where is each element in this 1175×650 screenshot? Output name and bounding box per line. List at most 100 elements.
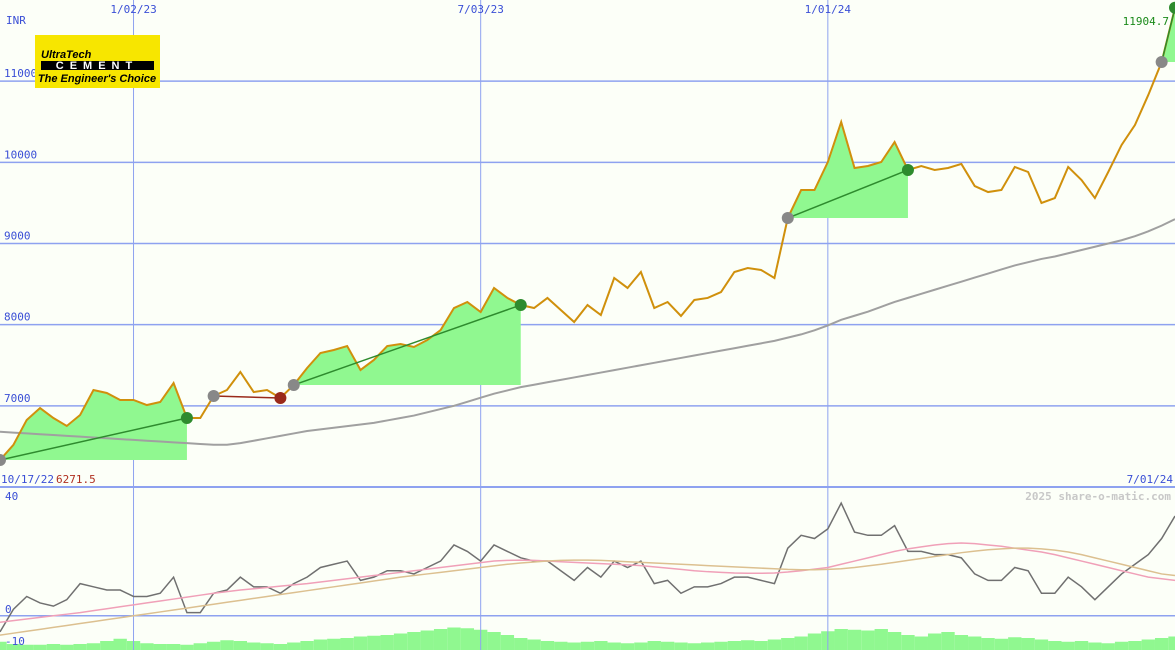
- unit-label: INR: [6, 14, 26, 27]
- volume-bar: [380, 635, 394, 650]
- watermark: 2025 share-o-matic.com: [1025, 490, 1171, 503]
- series-line: [0, 218, 1175, 446]
- volume-bar: [1008, 637, 1022, 650]
- volume-bar: [33, 644, 47, 650]
- volume-bar: [580, 641, 595, 650]
- volume-bar: [1034, 639, 1049, 650]
- y-tick-label: 40: [5, 490, 18, 503]
- volume-bar: [1114, 641, 1129, 650]
- volume-bar: [153, 644, 167, 650]
- series-line: [0, 7, 1175, 461]
- signal-end: [274, 391, 287, 404]
- volume-bar: [834, 629, 848, 650]
- signal-line: [293, 304, 521, 386]
- volume-bar: [340, 638, 354, 650]
- volume-bar: [594, 641, 608, 650]
- volume-bar: [20, 644, 34, 650]
- logo-name: UltraTech: [41, 49, 92, 61]
- volume-bar: [180, 644, 194, 650]
- x-tick-label: 1/02/23: [110, 3, 156, 16]
- volume-bar: [901, 635, 915, 650]
- signal-line: [0, 417, 188, 461]
- y-tick-label: 8000: [4, 311, 31, 324]
- volume-bar: [300, 641, 314, 650]
- signal-line: [1160, 7, 1175, 63]
- volume-bar: [407, 632, 421, 650]
- signal-line: [787, 169, 909, 219]
- y-tick-label: 9000: [4, 230, 31, 243]
- logo-slogan: The Engineer's Choice: [38, 73, 156, 85]
- logo-band: [41, 61, 154, 70]
- volume-bar: [861, 630, 875, 650]
- x-tick-label: 10/17/22: [1, 473, 54, 486]
- volume-bar: [807, 633, 822, 650]
- y-tick-label: 11000: [4, 67, 37, 80]
- x-tick-label: 1/01/24: [805, 3, 852, 16]
- volume-bar: [927, 633, 942, 650]
- volume-bar: [687, 643, 701, 650]
- volume-bar: [914, 636, 928, 650]
- signal-area: [293, 287, 521, 385]
- series-line: [0, 501, 1175, 633]
- volume-bar: [847, 629, 862, 650]
- volume-bar: [1088, 642, 1102, 650]
- volume-bar: [233, 641, 248, 650]
- volume-bar: [1048, 641, 1062, 650]
- volume-bar: [954, 635, 969, 650]
- signal-end: [180, 412, 193, 425]
- signal-end: [1169, 1, 1175, 14]
- volume-bar: [727, 641, 742, 650]
- volume-bar: [607, 642, 621, 650]
- x-tick-label: 7/01/24: [1127, 473, 1174, 486]
- volume-bar: [420, 630, 434, 650]
- volume-bar: [193, 643, 207, 650]
- volume-bar: [1021, 638, 1035, 650]
- volume-bar: [46, 644, 61, 650]
- volume-bar: [620, 643, 635, 650]
- volume-bar: [140, 643, 154, 650]
- volume-bar: [1141, 639, 1155, 650]
- volume-bar: [247, 642, 261, 650]
- volume-bar: [674, 642, 688, 650]
- volume-bar: [1128, 641, 1142, 650]
- signal-end: [514, 299, 527, 312]
- volume-bar: [273, 644, 288, 650]
- volume-bar: [73, 644, 87, 650]
- volume-bar: [514, 638, 528, 650]
- signal-start: [1155, 56, 1168, 69]
- volume-bar: [1061, 641, 1075, 650]
- volume-bar: [527, 639, 541, 650]
- last-value: 11904.7: [1123, 15, 1169, 28]
- volume-bar: [1101, 643, 1115, 650]
- volume-bar: [660, 641, 675, 650]
- volume-bar: [433, 629, 448, 650]
- y-tick-label: 7000: [4, 392, 31, 405]
- volume-bar: [287, 642, 301, 650]
- volume-bar: [313, 639, 328, 650]
- volume-bar: [220, 640, 234, 650]
- volume-bar: [6, 644, 21, 650]
- x-tick-label: 7/03/23: [458, 3, 504, 16]
- volume-bar: [968, 636, 982, 650]
- volume-bar: [100, 641, 114, 650]
- volume-bar: [500, 635, 515, 650]
- volume-bar: [554, 641, 568, 650]
- volume-bar: [487, 632, 501, 650]
- series-line: [0, 547, 1175, 636]
- volume-bar: [166, 644, 181, 650]
- volume-bar: [447, 627, 461, 650]
- volume-bar: [647, 641, 661, 650]
- volume-bar: [460, 628, 475, 650]
- volume-bar: [754, 641, 768, 650]
- volume-bar: [1154, 638, 1169, 650]
- y-tick-label: 10000: [4, 148, 37, 161]
- volume-bar: [393, 633, 408, 650]
- signal-start: [0, 453, 6, 466]
- low-label: 6271.5: [56, 473, 96, 486]
- series-line: [0, 542, 1175, 623]
- y-tick-label: -10: [5, 635, 25, 648]
- volume-bar: [634, 642, 648, 650]
- signal-start: [287, 378, 300, 391]
